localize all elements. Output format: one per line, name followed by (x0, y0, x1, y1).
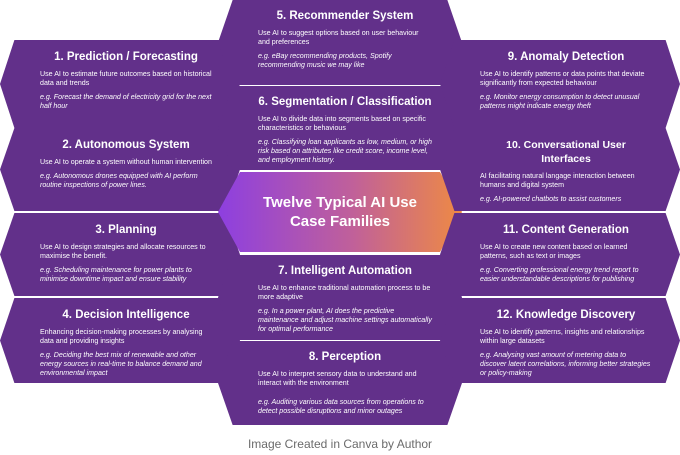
card-example: e.g. Auditing various data sources from … (258, 398, 424, 415)
card-description: Use AI to divide data into segments base… (258, 115, 426, 132)
card-prediction-forecasting: 1. Prediction / Forecasting Use AI to es… (0, 40, 240, 128)
card-title: 8. Perception (308, 351, 382, 363)
card-title: 7. Intelligent Automation (278, 265, 412, 277)
card-title: 1. Prediction / Forecasting (54, 51, 198, 63)
image-caption: Image Created in Canva by Author (247, 437, 433, 451)
card-title: 11. Content Generation (503, 224, 629, 236)
card-description: Use AI to design strategies and allocate… (40, 243, 206, 260)
card-example: e.g. Autonomous drones equipped with AI … (40, 172, 198, 189)
card-description: Use AI to create new content based on le… (480, 243, 628, 260)
card-segmentation-classification: 6. Segmentation / Classification Use AI … (218, 86, 462, 170)
card-conversational-user-interfaces: 10. Conversational User Interfaces AI fa… (440, 128, 680, 211)
center-hub: Twelve Typical AI Use Case Families (218, 172, 462, 252)
card-decision-intelligence: 4. Decision Intelligence Enhancing decis… (0, 298, 240, 383)
card-example: e.g. eBay recommending products, Spotify… (258, 52, 392, 69)
card-title: 5. Recommender System (276, 10, 414, 22)
card-description: Use AI to estimate future outcomes based… (40, 70, 212, 87)
card-recommender-system: 5. Recommender System Use AI to suggest … (218, 0, 462, 85)
card-example: e.g. In a power plant, AI does the predi… (258, 307, 432, 333)
card-example: e.g. Monitor energy consumption to detec… (480, 93, 640, 110)
card-anomaly-detection: 9. Anomaly Detection Use AI to identify … (440, 40, 680, 128)
use-case-diagram: 1. Prediction / Forecasting Use AI to es… (0, 0, 680, 425)
card-description: Use AI to interpret sensory data to unde… (258, 370, 417, 387)
card-example: e.g. Forecast the demand of electricity … (40, 93, 212, 110)
card-content-generation: 11. Content Generation Use AI to create … (440, 213, 680, 296)
card-description: Use AI to identify patterns or data poin… (480, 70, 645, 87)
card-title: 12. Knowledge Discovery (496, 309, 636, 321)
card-example: e.g. Converting professional energy tren… (480, 266, 639, 283)
card-example: e.g. Analysing vast amount of metering d… (480, 351, 651, 377)
card-example: e.g. AI-powered chatbots to assist custo… (480, 195, 622, 203)
card-description: Use AI to suggest options based on user … (258, 29, 419, 46)
card-description: Use AI to enhance traditional automation… (258, 284, 431, 301)
card-description: Use AI to identify patterns, insights an… (480, 328, 645, 345)
card-knowledge-discovery: 12. Knowledge Discovery Use AI to identi… (440, 298, 680, 383)
card-title: 10. Conversational User Interfaces (506, 139, 626, 165)
card-description: Enhancing decision-making processes by a… (40, 328, 203, 345)
card-example: e.g. Scheduling maintenance for power pl… (40, 266, 192, 283)
card-example: e.g. Classifying loan applicants as low,… (258, 138, 432, 164)
card-example: e.g. Deciding the best mix of renewable … (40, 351, 202, 377)
card-autonomous-system: 2. Autonomous System Use AI to operate a… (0, 128, 240, 211)
card-description: Use AI to operate a system without human… (40, 158, 212, 166)
card-title: 4. Decision Intelligence (62, 309, 190, 321)
card-title: 3. Planning (95, 224, 157, 236)
card-planning: 3. Planning Use AI to design strategies … (0, 213, 240, 296)
card-title: 9. Anomaly Detection (507, 51, 625, 63)
card-intelligent-automation: 7. Intelligent Automation Use AI to enha… (218, 255, 462, 340)
card-title: 2. Autonomous System (62, 139, 190, 151)
center-title: Twelve Typical AI Use Case Families (263, 194, 417, 230)
card-perception: 8. Perception Use AI to interpret sensor… (218, 341, 462, 425)
card-description: AI facilitating natural langage interact… (480, 172, 635, 189)
card-title: 6. Segmentation / Classification (258, 96, 432, 108)
